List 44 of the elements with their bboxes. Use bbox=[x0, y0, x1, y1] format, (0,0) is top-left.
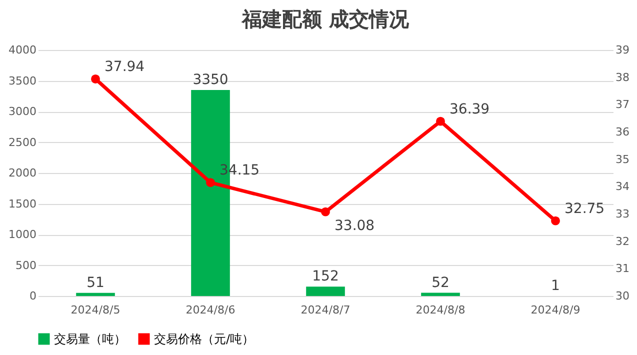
y-tick-label: 3500 bbox=[8, 74, 36, 88]
data-label: 33.08 bbox=[334, 218, 375, 234]
legend-label: 交易价格（元/吨） bbox=[154, 332, 254, 346]
legend-label: 交易量（吨） bbox=[54, 332, 126, 346]
x-tick-label: 2024/8/7 bbox=[300, 304, 350, 316]
y-tick-label: 3000 bbox=[8, 105, 36, 118]
point bbox=[91, 74, 100, 84]
y-tick-label: 1500 bbox=[8, 197, 36, 210]
y2-tick-label: 30 bbox=[616, 290, 630, 302]
y2-tick-label: 39 bbox=[616, 44, 630, 56]
x-tick-label: 2024/8/6 bbox=[186, 304, 236, 316]
data-label: 51 bbox=[86, 274, 104, 291]
y-tick-label: 2500 bbox=[8, 136, 36, 149]
y2-tick-label: 31 bbox=[616, 262, 630, 276]
y2-tick-label: 32 bbox=[616, 234, 630, 248]
y2-tick-label: 37 bbox=[616, 98, 630, 112]
y2-tick-label: 36 bbox=[616, 126, 630, 138]
x-tick-label: 2024/8/5 bbox=[70, 304, 120, 316]
y-tick-label: 500 bbox=[16, 258, 36, 272]
point bbox=[321, 207, 330, 216]
data-label: 32.75 bbox=[564, 200, 605, 217]
bar bbox=[76, 292, 115, 296]
y-tick-label: 2000 bbox=[8, 166, 36, 180]
data-label: 52 bbox=[432, 274, 450, 291]
y2-tick-label: 38 bbox=[616, 70, 630, 84]
chart-title: 福建配额 成交情况 bbox=[241, 7, 410, 31]
data-label: 36.39 bbox=[450, 101, 490, 118]
data-label: 152 bbox=[312, 268, 339, 285]
y-tick-label: 1000 bbox=[8, 228, 36, 241]
y2-tick-label: 34 bbox=[616, 180, 630, 194]
x-tick-label: 2024/8/8 bbox=[416, 304, 466, 316]
point bbox=[551, 216, 560, 226]
point bbox=[206, 178, 215, 188]
y-tick-label: 4000 bbox=[8, 44, 36, 56]
x-tick-label: 2024/8/9 bbox=[530, 304, 580, 316]
data-label: 1 bbox=[551, 278, 560, 294]
y2-tick-label: 33 bbox=[616, 208, 630, 220]
data-label: 37.94 bbox=[104, 58, 145, 75]
y2-tick-label: 35 bbox=[616, 152, 630, 166]
data-label: 3350 bbox=[192, 72, 228, 88]
bar bbox=[306, 286, 345, 296]
y-tick-label: 0 bbox=[30, 290, 36, 302]
bar bbox=[421, 292, 460, 296]
point bbox=[436, 116, 445, 126]
